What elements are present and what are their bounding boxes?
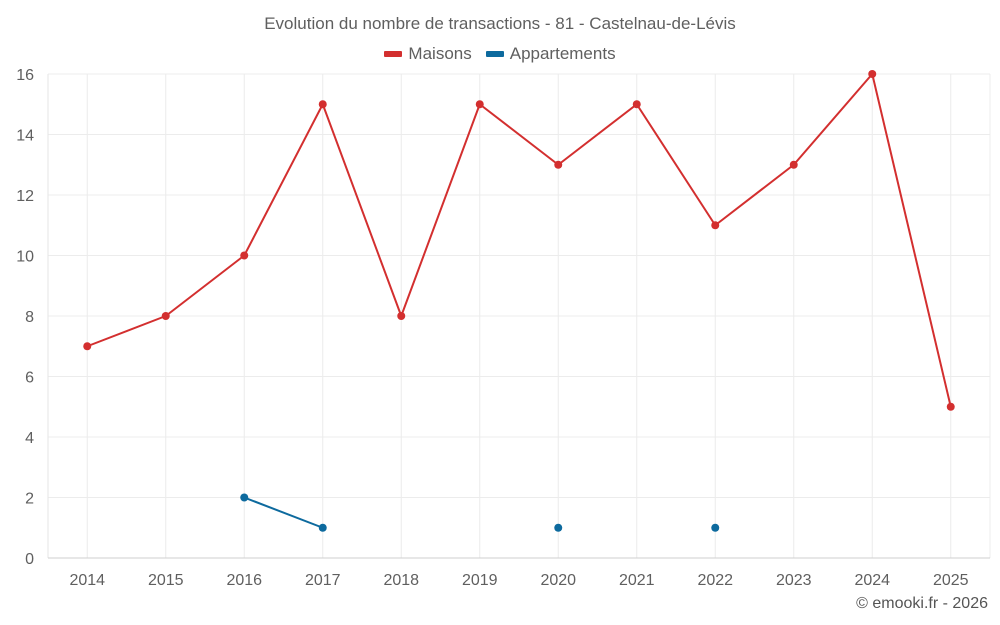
- x-tick-label-2014: 2014: [69, 572, 105, 589]
- point-maisons-2021: [632, 100, 641, 109]
- point-maisons-2022: [711, 221, 720, 230]
- x-tick-label-2024: 2024: [854, 572, 890, 589]
- y-tick-label-6: 6: [25, 370, 34, 387]
- legend-swatch-appartements: [485, 51, 504, 57]
- y-tick-label-8: 8: [25, 309, 34, 326]
- x-tick-label-2021: 2021: [619, 572, 655, 589]
- point-appartements-2020: [554, 523, 563, 532]
- point-maisons-2016: [240, 251, 249, 260]
- x-tick-label-2015: 2015: [148, 572, 184, 589]
- legend-swatch-maisons: [384, 51, 403, 57]
- y-tick-label-2: 2: [25, 491, 34, 508]
- x-tick-label-2022: 2022: [697, 572, 733, 589]
- x-tick-label-2020: 2020: [540, 572, 576, 589]
- y-tick-label-4: 4: [25, 430, 34, 447]
- legend-label-appartements: Appartements: [509, 44, 616, 63]
- point-maisons-2014: [83, 342, 92, 351]
- y-tick-label-16: 16: [16, 67, 34, 84]
- series-line-maisons: [86, 73, 952, 407]
- credit-text: © emooki.fr - 2026: [856, 595, 988, 612]
- legend-item-appartements[interactable]: Appartements: [485, 44, 616, 64]
- point-maisons-2024: [868, 70, 877, 78]
- x-tick-label-2016: 2016: [226, 572, 262, 589]
- y-tick-label-0: 0: [25, 551, 34, 568]
- x-tick-label-2017: 2017: [305, 572, 341, 589]
- point-maisons-2023: [789, 160, 798, 169]
- y-tick-label-14: 14: [16, 128, 34, 145]
- point-maisons-2017: [318, 100, 327, 109]
- x-tick-label-2018: 2018: [383, 572, 419, 589]
- legend-item-maisons[interactable]: Maisons: [384, 44, 472, 64]
- point-maisons-2015: [161, 312, 170, 320]
- chart-legend: Maisons Appartements: [0, 44, 1000, 64]
- x-tick-label-2023: 2023: [776, 572, 812, 589]
- x-tick-label-2019: 2019: [462, 572, 498, 589]
- point-maisons-2020: [554, 160, 563, 169]
- point-appartements-2022: [711, 523, 720, 532]
- legend-label-maisons: Maisons: [408, 44, 472, 63]
- point-appartements-2017: [318, 523, 327, 532]
- point-appartements-2016: [240, 493, 249, 502]
- x-tick-label-2025: 2025: [933, 572, 969, 589]
- series-line-appartements: [243, 496, 324, 529]
- y-tick-label-10: 10: [16, 249, 34, 266]
- point-maisons-2018: [397, 312, 406, 320]
- series-appartements: [240, 493, 720, 532]
- chart-title: Evolution du nombre de transactions - 81…: [264, 14, 736, 33]
- y-tick-label-12: 12: [16, 188, 34, 205]
- point-maisons-2025: [946, 402, 955, 411]
- point-maisons-2019: [475, 100, 484, 109]
- series-maisons: [83, 70, 955, 411]
